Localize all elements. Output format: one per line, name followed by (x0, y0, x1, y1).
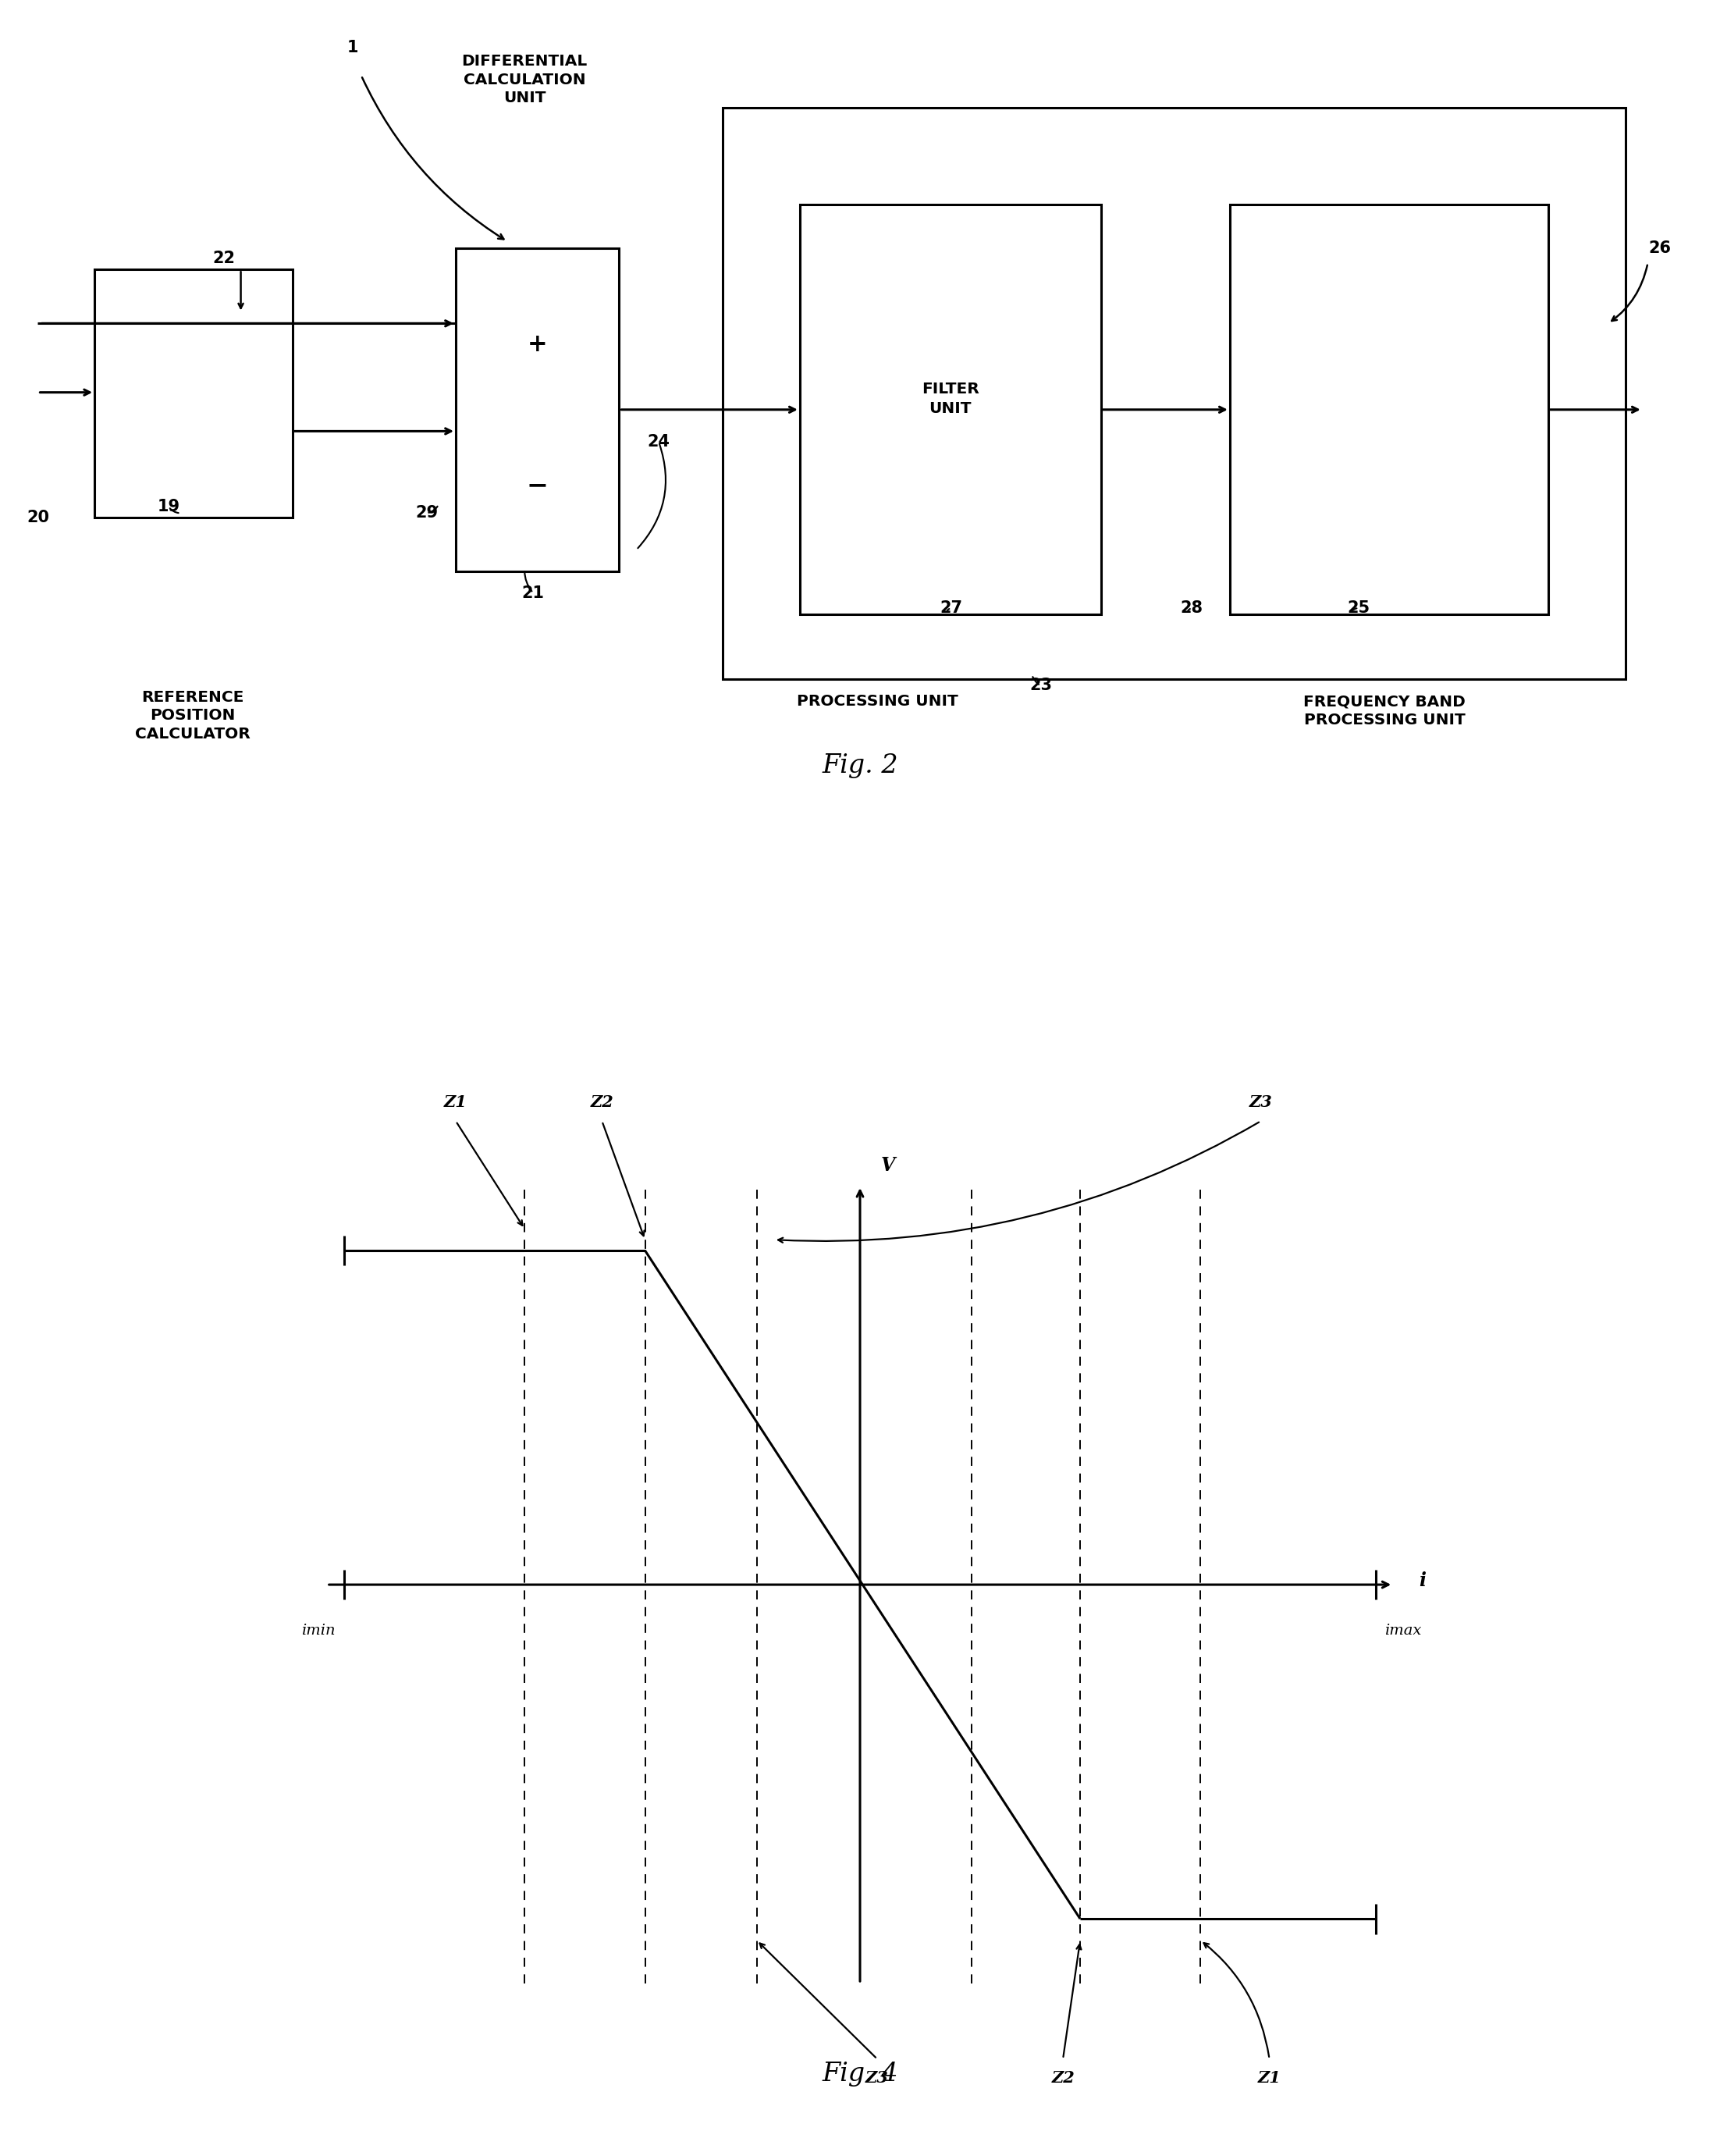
Bar (95, 270, 292, 517)
Text: Z3: Z3 (1249, 1095, 1273, 1110)
Text: 29: 29 (415, 505, 439, 522)
Text: Z2: Z2 (590, 1095, 614, 1110)
Text: FREQUENCY BAND
PROCESSING UNIT: FREQUENCY BAND PROCESSING UNIT (1304, 694, 1465, 727)
Bar (456, 248, 619, 571)
Text: Z2: Z2 (1051, 2070, 1075, 2085)
Text: 20: 20 (26, 509, 50, 526)
Text: Fig. 2: Fig. 2 (822, 752, 898, 778)
Text: DIFFERENTIAL
CALCULATION
UNIT: DIFFERENTIAL CALCULATION UNIT (461, 54, 588, 106)
Text: 21: 21 (521, 584, 545, 602)
Text: Z1: Z1 (444, 1095, 468, 1110)
Text: REFERENCE
POSITION
CALCULATOR: REFERENCE POSITION CALCULATOR (134, 690, 251, 742)
Text: imax: imax (1385, 1623, 1421, 1639)
Text: i: i (1419, 1572, 1426, 1589)
Bar (1230, 205, 1548, 614)
Text: 26: 26 (1648, 239, 1672, 257)
Text: imin: imin (301, 1623, 335, 1639)
Text: 27: 27 (939, 599, 963, 617)
Text: V: V (881, 1156, 894, 1175)
Text: 25: 25 (1347, 599, 1371, 617)
Text: −: − (526, 472, 549, 498)
Text: Z1: Z1 (1257, 2070, 1281, 2085)
Text: Fig. 4: Fig. 4 (822, 2061, 898, 2087)
Text: FILTER
UNIT: FILTER UNIT (922, 382, 979, 416)
Text: 19: 19 (157, 498, 181, 515)
Text: 24: 24 (647, 433, 671, 451)
Text: +: + (528, 332, 547, 358)
Text: PROCESSING UNIT: PROCESSING UNIT (796, 694, 958, 709)
Text: 22: 22 (212, 250, 236, 267)
Text: Z3: Z3 (865, 2070, 889, 2085)
Text: 28: 28 (1180, 599, 1204, 617)
Text: 23: 23 (1029, 677, 1053, 694)
Text: 1: 1 (347, 39, 358, 56)
Bar (800, 205, 1101, 614)
Bar (722, 108, 1625, 679)
